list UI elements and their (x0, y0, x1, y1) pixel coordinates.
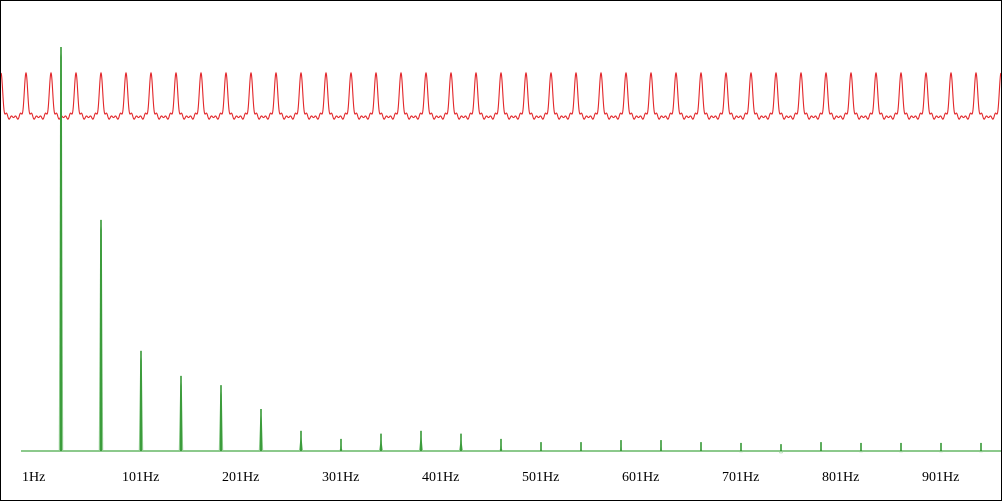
spectrum-plot (21, 47, 1001, 455)
frequency-tick-label: 401Hz (422, 470, 459, 485)
frequency-tick-label: 101Hz (122, 470, 159, 485)
waveform-plot (1, 71, 1001, 120)
waveform-line (1, 71, 1001, 120)
frequency-tick-label: 201Hz (222, 470, 259, 485)
frequency-axis: 1Hz 101Hz 201Hz 301Hz 401Hz 501Hz 601Hz 701Hz 80… (22, 470, 959, 485)
frequency-tick-label: 1Hz (22, 470, 45, 485)
frequency-tick-label: 701Hz (722, 470, 759, 485)
frequency-tick-label: 901Hz (922, 470, 959, 485)
frequency-tick-label: 301Hz (322, 470, 359, 485)
frequency-tick-label: 801Hz (822, 470, 859, 485)
frequency-tick-label: 501Hz (522, 470, 559, 485)
frequency-tick-label: 601Hz (622, 470, 659, 485)
